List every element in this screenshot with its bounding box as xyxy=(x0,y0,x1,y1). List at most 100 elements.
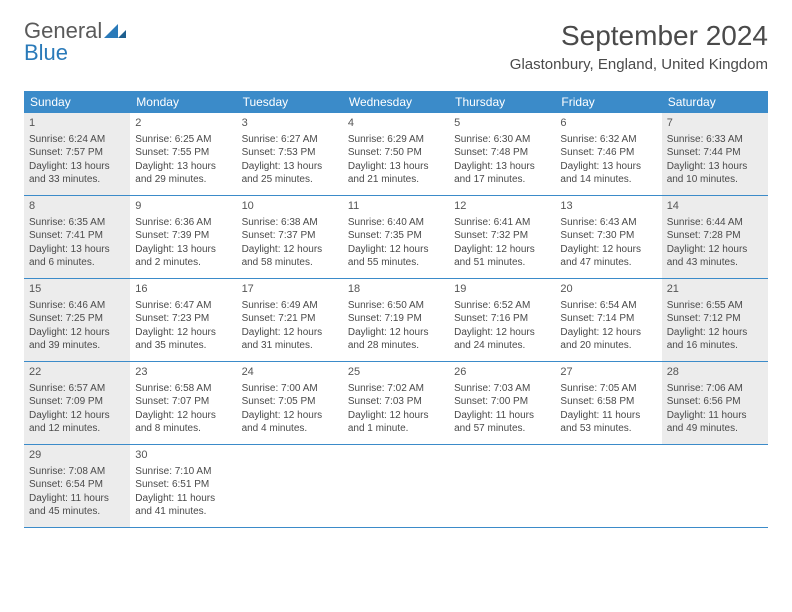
day-number: 27 xyxy=(560,365,656,380)
cell-sunrise: Sunrise: 6:32 AM xyxy=(560,133,656,147)
calendar-cell: 5Sunrise: 6:30 AMSunset: 7:48 PMDaylight… xyxy=(449,113,555,195)
day-header-saturday: Saturday xyxy=(662,91,768,113)
calendar-cell: 14Sunrise: 6:44 AMSunset: 7:28 PMDayligh… xyxy=(662,196,768,278)
cell-sunrise: Sunrise: 7:10 AM xyxy=(135,465,231,479)
cell-d2: and 33 minutes. xyxy=(29,173,125,187)
day-number: 16 xyxy=(135,282,231,297)
cell-d1: Daylight: 13 hours xyxy=(348,160,444,174)
title-block: September 2024 Glastonbury, England, Uni… xyxy=(510,20,768,73)
day-number: 14 xyxy=(667,199,763,214)
day-number: 18 xyxy=(348,282,444,297)
calendar-row: 29Sunrise: 7:08 AMSunset: 6:54 PMDayligh… xyxy=(24,445,768,528)
calendar-cell: 8Sunrise: 6:35 AMSunset: 7:41 PMDaylight… xyxy=(24,196,130,278)
cell-sunrise: Sunrise: 7:08 AM xyxy=(29,465,125,479)
logo: General Blue xyxy=(24,20,126,64)
calendar-cell: 2Sunrise: 6:25 AMSunset: 7:55 PMDaylight… xyxy=(130,113,236,195)
day-header-friday: Friday xyxy=(555,91,661,113)
cell-sunrise: Sunrise: 6:44 AM xyxy=(667,216,763,230)
header: General Blue September 2024 Glastonbury,… xyxy=(24,20,768,73)
calendar-cell: 18Sunrise: 6:50 AMSunset: 7:19 PMDayligh… xyxy=(343,279,449,361)
cell-sunset: Sunset: 7:09 PM xyxy=(29,395,125,409)
month-title: September 2024 xyxy=(510,20,768,52)
cell-sunrise: Sunrise: 6:33 AM xyxy=(667,133,763,147)
calendar-cell: 15Sunrise: 6:46 AMSunset: 7:25 PMDayligh… xyxy=(24,279,130,361)
cell-sunrise: Sunrise: 6:54 AM xyxy=(560,299,656,313)
cell-sunset: Sunset: 7:05 PM xyxy=(242,395,338,409)
cell-d1: Daylight: 12 hours xyxy=(348,326,444,340)
calendar-cell: 4 Sunrise: 6:29 AMSunset: 7:50 PMDaylight… xyxy=(343,113,449,195)
cell-sunrise: Sunrise: 7:05 AM xyxy=(560,382,656,396)
cell-d2: and 43 minutes. xyxy=(667,256,763,270)
day-number: 21 xyxy=(667,282,763,297)
cell-sunset: Sunset: 7:50 PM xyxy=(348,146,444,160)
cell-d2: and 16 minutes. xyxy=(667,339,763,353)
cell-d1: Daylight: 13 hours xyxy=(29,243,125,257)
cell-sunset: Sunset: 7:57 PM xyxy=(29,146,125,160)
cell-d1: Daylight: 12 hours xyxy=(135,409,231,423)
cell-d2: and 25 minutes. xyxy=(242,173,338,187)
day-number: 23 xyxy=(135,365,231,380)
calendar-cell: 21Sunrise: 6:55 AMSunset: 7:12 PMDayligh… xyxy=(662,279,768,361)
cell-sunrise: Sunrise: 6:43 AM xyxy=(560,216,656,230)
cell-d2: and 1 minute. xyxy=(348,422,444,436)
day-number: 11 xyxy=(348,199,444,214)
cell-sunrise: Sunrise: 6:47 AM xyxy=(135,299,231,313)
day-number: 17 xyxy=(242,282,338,297)
calendar-cell: 28Sunrise: 7:06 AMSunset: 6:56 PMDayligh… xyxy=(662,362,768,444)
day-number: 13 xyxy=(560,199,656,214)
calendar-cell: 25Sunrise: 7:02 AMSunset: 7:03 PMDayligh… xyxy=(343,362,449,444)
cell-sunset: Sunset: 7:46 PM xyxy=(560,146,656,160)
calendar-cell: 9Sunrise: 6:36 AMSunset: 7:39 PMDaylight… xyxy=(130,196,236,278)
cell-d1: Daylight: 13 hours xyxy=(135,160,231,174)
calendar-cell-empty xyxy=(449,445,555,527)
cell-d2: and 21 minutes. xyxy=(348,173,444,187)
logo-triangle-icon xyxy=(104,18,126,43)
cell-d1: Daylight: 13 hours xyxy=(135,243,231,257)
cell-sunrise: Sunrise: 6:35 AM xyxy=(29,216,125,230)
cell-d1: Daylight: 13 hours xyxy=(667,160,763,174)
cell-sunset: Sunset: 7:07 PM xyxy=(135,395,231,409)
cell-sunset: Sunset: 7:48 PM xyxy=(454,146,550,160)
day-number: 19 xyxy=(454,282,550,297)
cell-d1: Daylight: 12 hours xyxy=(242,243,338,257)
cell-sunset: Sunset: 6:58 PM xyxy=(560,395,656,409)
cell-d2: and 29 minutes. xyxy=(135,173,231,187)
day-number: 22 xyxy=(29,365,125,380)
cell-d1: Daylight: 13 hours xyxy=(29,160,125,174)
cell-d2: and 49 minutes. xyxy=(667,422,763,436)
cell-d2: and 51 minutes. xyxy=(454,256,550,270)
day-number: 9 xyxy=(135,199,231,214)
cell-sunrise: Sunrise: 6:25 AM xyxy=(135,133,231,147)
day-header-tuesday: Tuesday xyxy=(237,91,343,113)
cell-sunset: Sunset: 7:35 PM xyxy=(348,229,444,243)
calendar: SundayMondayTuesdayWednesdayThursdayFrid… xyxy=(24,91,768,528)
cell-sunset: Sunset: 6:51 PM xyxy=(135,478,231,492)
cell-d2: and 31 minutes. xyxy=(242,339,338,353)
cell-d1: Daylight: 12 hours xyxy=(348,243,444,257)
cell-d1: Daylight: 12 hours xyxy=(135,326,231,340)
cell-d1: Daylight: 13 hours xyxy=(560,160,656,174)
cell-sunrise: Sunrise: 6:24 AM xyxy=(29,133,125,147)
cell-sunrise: Sunrise: 6:50 AM xyxy=(348,299,444,313)
cell-sunrise: Sunrise: 6:27 AM xyxy=(242,133,338,147)
cell-sunrise: Sunrise: 6:52 AM xyxy=(454,299,550,313)
day-number: 24 xyxy=(242,365,338,380)
cell-sunset: Sunset: 7:53 PM xyxy=(242,146,338,160)
calendar-cell: 20Sunrise: 6:54 AMSunset: 7:14 PMDayligh… xyxy=(555,279,661,361)
cell-sunset: Sunset: 7:14 PM xyxy=(560,312,656,326)
cell-d2: and 35 minutes. xyxy=(135,339,231,353)
day-number: 30 xyxy=(135,448,231,463)
cell-d2: and 58 minutes. xyxy=(242,256,338,270)
calendar-cell: 30Sunrise: 7:10 AMSunset: 6:51 PMDayligh… xyxy=(130,445,236,527)
day-number: 4 xyxy=(348,116,444,131)
calendar-cell: 29Sunrise: 7:08 AMSunset: 6:54 PMDayligh… xyxy=(24,445,130,527)
cell-d2: and 10 minutes. xyxy=(667,173,763,187)
cell-sunset: Sunset: 7:12 PM xyxy=(667,312,763,326)
cell-d1: Daylight: 12 hours xyxy=(348,409,444,423)
cell-sunrise: Sunrise: 6:29 AM xyxy=(348,133,444,147)
cell-d2: and 55 minutes. xyxy=(348,256,444,270)
cell-d1: Daylight: 12 hours xyxy=(667,243,763,257)
cell-sunset: Sunset: 7:44 PM xyxy=(667,146,763,160)
cell-d2: and 53 minutes. xyxy=(560,422,656,436)
cell-d1: Daylight: 11 hours xyxy=(667,409,763,423)
